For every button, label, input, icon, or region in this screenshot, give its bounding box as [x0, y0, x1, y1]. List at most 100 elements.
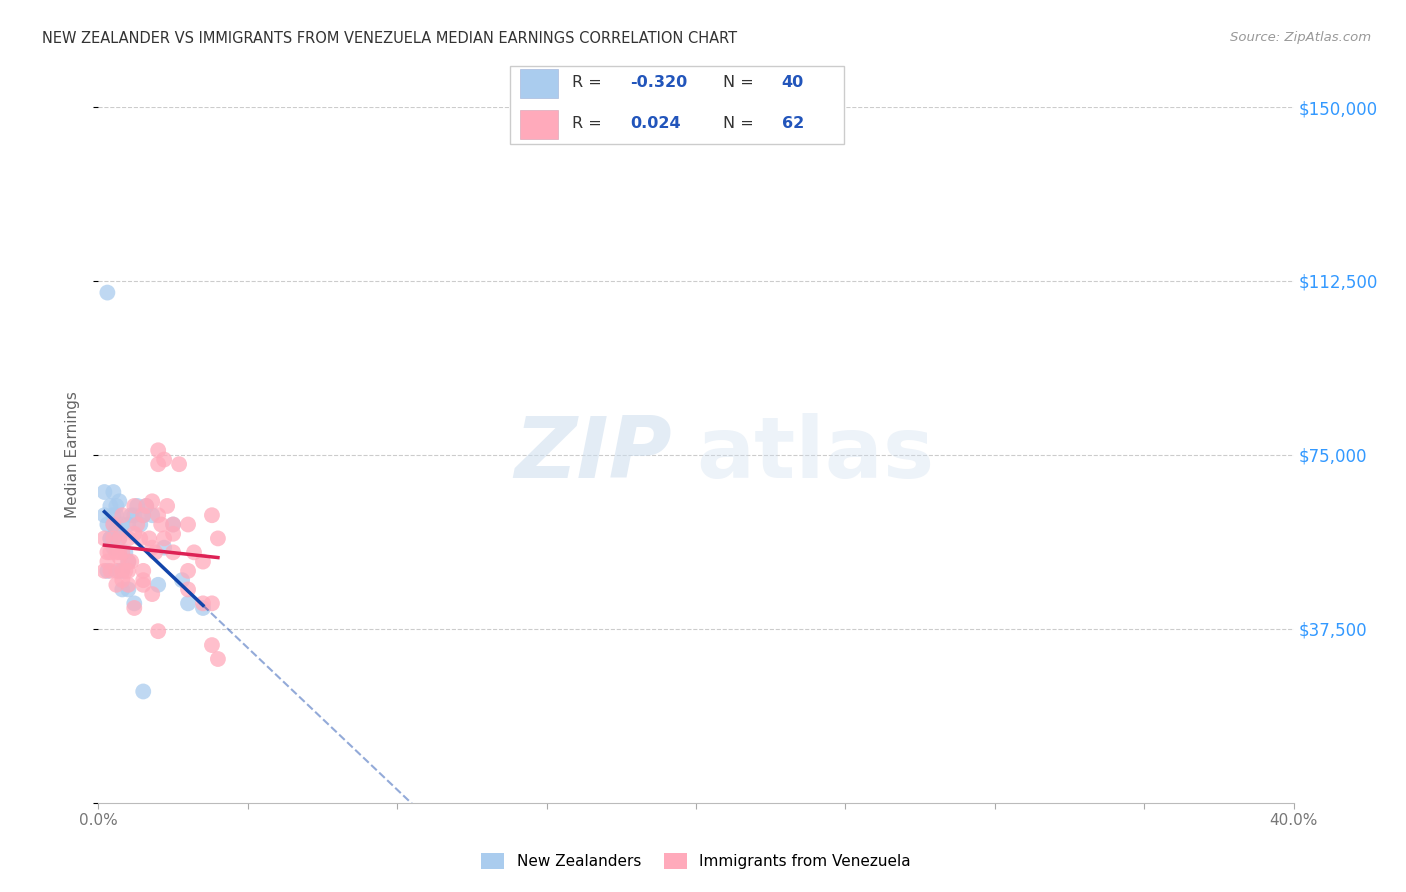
Point — [96, 555, 118, 569]
Point — [135, 499, 157, 513]
Text: N =: N = — [723, 116, 759, 131]
Point — [172, 573, 194, 587]
Text: 40: 40 — [782, 75, 804, 90]
Point — [129, 517, 152, 532]
Point — [201, 508, 224, 523]
Point — [111, 573, 134, 587]
Point — [162, 526, 184, 541]
Point — [105, 499, 128, 513]
Point — [124, 596, 146, 610]
Point — [103, 517, 125, 532]
Point — [117, 582, 139, 597]
Point — [105, 564, 128, 578]
Point — [120, 555, 142, 569]
Point — [141, 587, 163, 601]
Point — [117, 578, 139, 592]
Point — [108, 564, 131, 578]
Point — [117, 555, 139, 569]
Y-axis label: Median Earnings: Median Earnings — [65, 392, 80, 518]
Point — [96, 285, 118, 300]
Point — [138, 532, 160, 546]
Point — [103, 485, 125, 500]
Point — [191, 596, 214, 610]
Point — [103, 517, 125, 532]
Point — [108, 532, 131, 546]
Point — [117, 564, 139, 578]
Text: -0.320: -0.320 — [630, 75, 688, 90]
Point — [111, 564, 134, 578]
Point — [108, 549, 131, 564]
Point — [93, 485, 115, 500]
FancyBboxPatch shape — [520, 70, 558, 98]
Point — [162, 517, 184, 532]
Point — [135, 499, 157, 513]
Point — [143, 545, 166, 559]
Point — [148, 508, 170, 523]
Point — [153, 541, 176, 555]
Point — [114, 545, 136, 559]
Point — [105, 578, 128, 592]
Point — [141, 494, 163, 508]
Point — [96, 545, 118, 559]
Point — [150, 517, 173, 532]
Point — [124, 526, 146, 541]
Point — [177, 582, 200, 597]
Point — [129, 532, 152, 546]
Point — [103, 508, 125, 523]
Point — [93, 564, 115, 578]
Point — [132, 578, 155, 592]
Point — [191, 601, 214, 615]
Point — [132, 684, 155, 698]
Point — [105, 522, 128, 536]
Point — [207, 652, 229, 666]
Point — [105, 545, 128, 559]
Text: ZIP: ZIP — [515, 413, 672, 497]
Point — [153, 452, 176, 467]
Point — [111, 582, 134, 597]
Point — [103, 532, 125, 546]
Point — [120, 508, 142, 523]
Point — [124, 499, 146, 513]
Point — [105, 508, 128, 523]
Point — [100, 532, 122, 546]
Point — [111, 564, 134, 578]
Text: atlas: atlas — [696, 413, 934, 497]
Text: 0.024: 0.024 — [630, 116, 681, 131]
Point — [124, 601, 146, 615]
Point — [141, 541, 163, 555]
FancyBboxPatch shape — [509, 66, 844, 144]
Point — [124, 508, 146, 523]
Point — [148, 443, 170, 458]
Point — [132, 573, 155, 587]
Point — [127, 499, 149, 513]
Point — [148, 578, 170, 592]
Point — [108, 545, 131, 559]
Point — [167, 457, 190, 471]
Point — [111, 517, 134, 532]
Text: R =: R = — [572, 116, 612, 131]
Point — [93, 508, 115, 523]
Point — [103, 541, 125, 555]
Point — [153, 532, 176, 546]
Point — [114, 564, 136, 578]
Point — [141, 508, 163, 523]
Point — [100, 564, 122, 578]
Point — [111, 508, 134, 523]
Point — [148, 457, 170, 471]
Point — [111, 545, 134, 559]
Point — [132, 508, 155, 523]
Point — [108, 532, 131, 546]
Point — [201, 596, 224, 610]
Text: N =: N = — [723, 75, 759, 90]
Point — [177, 564, 200, 578]
Point — [100, 545, 122, 559]
Point — [117, 532, 139, 546]
Point — [201, 638, 224, 652]
Point — [100, 532, 122, 546]
Point — [132, 564, 155, 578]
Point — [96, 517, 118, 532]
Point — [162, 517, 184, 532]
Legend: New Zealanders, Immigrants from Venezuela: New Zealanders, Immigrants from Venezuel… — [475, 847, 917, 875]
Point — [93, 532, 115, 546]
Point — [117, 555, 139, 569]
